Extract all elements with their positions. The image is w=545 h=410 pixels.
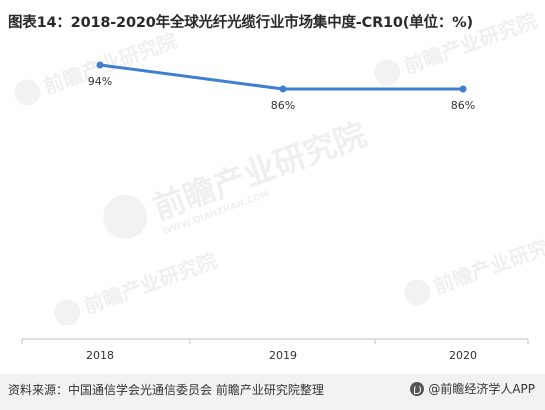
data-label: 86% xyxy=(271,99,295,112)
chart-title: 图表14：2018-2020年全球光纤光缆行业市场集中度-CR10(单位：%) xyxy=(8,15,473,31)
data-label: 86% xyxy=(451,99,475,112)
chart: 前瞻产业研究院 前瞻产业研究院 前瞻产业研究院 WWW.QIANZHAN.COM… xyxy=(14,8,545,362)
x-ticks: 2018 2019 2020 xyxy=(21,339,529,362)
data-point xyxy=(96,61,104,69)
x-tick-label: 2019 xyxy=(269,349,297,362)
brand-logo-icon xyxy=(410,381,425,396)
watermark-logo-icon xyxy=(374,59,401,86)
watermark-logo-icon xyxy=(103,194,148,239)
source-note: 资料来源：中国通信学会光通信委员会 前瞻产业研究院整理 xyxy=(8,383,324,397)
watermark-logo-icon xyxy=(14,79,41,106)
watermark: 前瞻产业研究院 前瞻产业研究院 前瞻产业研究院 WWW.QIANZHAN.COM… xyxy=(14,8,545,326)
watermark-text-3: 前瞻产业研究院 xyxy=(148,115,372,227)
watermark-text-4: 前瞻产业研究院 xyxy=(80,248,220,318)
series-layer: 94% 86% 86% xyxy=(88,61,475,112)
watermark-logo-icon xyxy=(404,279,431,306)
data-point xyxy=(459,85,467,93)
x-tick-label: 2020 xyxy=(449,349,477,362)
brand-label: @前瞻经济学人APP xyxy=(428,382,535,396)
x-tick-label: 2018 xyxy=(86,349,114,362)
watermark-text-2: 前瞻产业研究院 xyxy=(400,8,540,78)
footer-bar xyxy=(0,374,545,410)
brand: @前瞻经济学人APP xyxy=(410,380,535,397)
data-point xyxy=(279,85,287,93)
watermark-logo-icon xyxy=(54,299,81,326)
data-label: 94% xyxy=(88,75,112,88)
watermark-text-5: 前瞻产业研究院 xyxy=(430,228,545,298)
